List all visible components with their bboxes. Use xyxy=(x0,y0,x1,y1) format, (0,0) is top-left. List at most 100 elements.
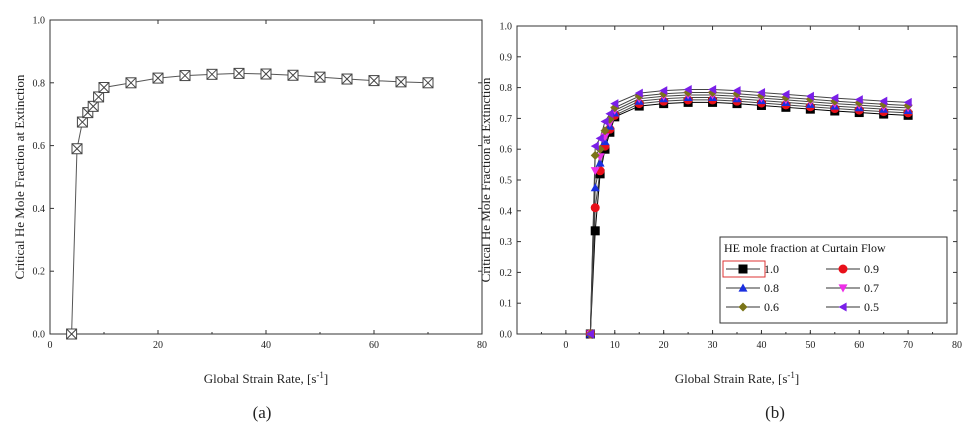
chart-b-point xyxy=(683,84,692,94)
chart-a-point xyxy=(76,116,88,128)
chart-b-ytick-label: 0.8 xyxy=(500,83,513,94)
chart-b-point xyxy=(590,183,600,192)
chart-b-xtick-label: 20 xyxy=(659,340,669,351)
chart-b-ytick-label: 0.6 xyxy=(500,145,513,156)
chart-a-xlabel: Global Strain Rate, [s-1] xyxy=(204,370,329,386)
chart-b-point xyxy=(879,96,888,106)
chart-b-series-line xyxy=(589,88,909,335)
chart-a-point xyxy=(206,68,218,80)
legend-label: 0.9 xyxy=(864,262,879,276)
chart-b-xtick-label: 70 xyxy=(903,340,913,351)
chart-b: 0 10 20 30 40 50 60 70 80 0.0 0.1 0.2 0.3 0.4 0.5 0.6 0.… xyxy=(478,22,962,423)
chart-b-point xyxy=(756,88,766,98)
legend-item: 0.5 xyxy=(826,300,879,314)
chart-b-point xyxy=(595,158,605,167)
chart-b-point xyxy=(903,97,912,107)
chart-b-legend: HE mole fraction at Curtain Flow 1.0 0.9 0… xyxy=(719,236,948,324)
chart-b-ytick-label: 0.5 xyxy=(500,176,513,187)
chart-a-xtick-label: 20 xyxy=(153,340,163,351)
legend-marker xyxy=(738,283,748,292)
chart-a-point xyxy=(98,82,110,94)
chart-b-ylabel: Critical He Mole Fraction at Extinction xyxy=(478,77,493,282)
chart-b-point xyxy=(590,203,600,213)
chart-a-caption: (a) xyxy=(253,403,272,422)
chart-b-point xyxy=(781,89,790,99)
chart-a-point xyxy=(287,69,299,81)
chart-b-ytick-label: 1.0 xyxy=(500,22,513,33)
chart-b-point xyxy=(590,226,600,236)
legend-item: 0.8 xyxy=(726,281,779,295)
legend-item: 1.0 xyxy=(726,262,779,276)
legend-label: 0.6 xyxy=(764,300,779,314)
chart-a-ytick-label: 0.8 xyxy=(33,78,46,89)
chart-b-point xyxy=(610,99,619,109)
chart-a-point xyxy=(314,71,326,83)
chart-a-xtick-label: 0 xyxy=(48,340,53,351)
legend-title: HE mole fraction at Curtain Flow xyxy=(724,241,886,255)
chart-a-xtick-label: 60 xyxy=(369,340,379,351)
chart-b-point xyxy=(854,95,863,105)
legend-label: 1.0 xyxy=(764,262,779,276)
chart-b-xtick-label: 50 xyxy=(805,340,815,351)
chart-b-point xyxy=(805,91,814,101)
legend-box xyxy=(719,236,948,324)
chart-b-point xyxy=(595,133,604,143)
chart-a-point xyxy=(179,70,191,82)
chart-b-xtick-label: 10 xyxy=(610,340,620,351)
chart-b-point xyxy=(600,126,610,136)
chart-a-point xyxy=(152,72,164,84)
chart-a-ytick-label: 0.2 xyxy=(33,267,46,278)
legend-marker xyxy=(838,302,847,312)
legend-marker xyxy=(838,264,848,274)
chart-b-point xyxy=(590,141,599,151)
chart-b-ytick-label: 0.7 xyxy=(500,114,513,125)
chart-b-ytick-label: 0.0 xyxy=(500,330,513,341)
chart-a-point xyxy=(87,100,99,112)
chart-b-xtick-label: 60 xyxy=(854,340,864,351)
chart-b-point xyxy=(634,88,643,98)
legend-item: 0.9 xyxy=(826,262,879,276)
chart-a-ytick-label: 0.6 xyxy=(33,141,46,152)
chart-a-ytick-label: 0.4 xyxy=(33,204,46,215)
chart-a-frame xyxy=(49,19,483,335)
chart-a-ytick-label: 1.0 xyxy=(33,16,46,27)
chart-b-xtick-label: 80 xyxy=(952,340,962,351)
legend-highlight xyxy=(722,260,766,278)
chart-b-ytick-label: 0.1 xyxy=(500,299,513,310)
chart-b-point xyxy=(732,86,741,96)
legend-label: 0.8 xyxy=(764,281,779,295)
chart-a-point xyxy=(233,67,245,79)
chart-a-xtick-label: 40 xyxy=(261,340,271,351)
chart-b-ytick-label: 0.2 xyxy=(500,268,513,279)
chart-a-point xyxy=(71,143,83,155)
chart-a-point xyxy=(260,68,272,80)
chart-a-point xyxy=(125,77,137,89)
chart-a-point xyxy=(93,91,105,103)
chart-b-ytick-label: 0.4 xyxy=(500,206,513,217)
chart-a: 0 20 40 60 80 0.0 0.2 0.4 0.6 0.8 1.0 Global Strai… xyxy=(12,16,487,423)
chart-b-point xyxy=(605,109,614,119)
chart-b-point xyxy=(708,84,717,94)
chart-b-point xyxy=(590,167,600,176)
chart-b-point xyxy=(659,86,668,96)
chart-b-ytick-label: 0.3 xyxy=(500,237,513,248)
chart-b-caption: (b) xyxy=(765,403,785,422)
chart-b-xtick-label: 40 xyxy=(756,340,766,351)
chart-b-point xyxy=(600,116,609,126)
legend-marker xyxy=(738,264,748,274)
chart-b-xlabel: Global Strain Rate, [s-1] xyxy=(675,370,800,386)
legend-marker xyxy=(738,302,748,312)
chart-a-ylabel: Critical He Mole Fraction at Extinction xyxy=(12,74,27,279)
chart-b-xtick-label: 30 xyxy=(708,340,718,351)
chart-a-point xyxy=(368,75,380,87)
chart-b-point xyxy=(590,150,600,160)
legend-item: 0.7 xyxy=(826,281,879,295)
legend-label: 0.7 xyxy=(864,281,879,295)
chart-a-series-line xyxy=(71,72,429,335)
chart-b-xtick-label: 0 xyxy=(563,340,568,351)
chart-a-point xyxy=(422,77,434,89)
chart-b-point xyxy=(830,93,839,103)
chart-b-ytick-label: 0.9 xyxy=(500,52,513,63)
legend-item: 0.6 xyxy=(726,300,779,314)
